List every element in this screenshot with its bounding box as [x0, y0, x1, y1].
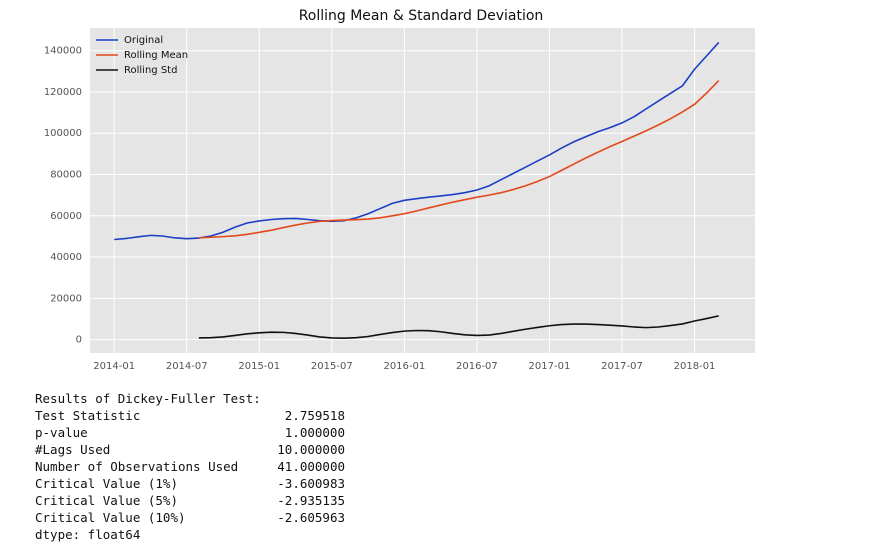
output-row: Number of Observations Used 41.000000 [35, 458, 345, 475]
x-tick-label: 2016-01 [383, 361, 425, 372]
row-label: Critical Value (5%) [35, 493, 178, 508]
row-value: 1.000000 [284, 425, 345, 440]
output-row: Test Statistic 2.759518 [35, 407, 345, 424]
output-footer: dtype: float64 [35, 527, 141, 542]
output-row: p-value 1.000000 [35, 424, 345, 441]
y-tick-label: 40000 [50, 252, 82, 263]
row-value: -2.605963 [277, 510, 345, 525]
y-tick-label: 80000 [50, 170, 82, 181]
row-value: 10.000000 [277, 442, 345, 457]
x-tick-label: 2016-07 [456, 361, 498, 372]
line-series [198, 80, 720, 239]
y-tick-label: 140000 [44, 46, 82, 57]
row-value: -3.600983 [277, 476, 345, 491]
y-tick-label: 20000 [50, 293, 82, 304]
output-row: Critical Value (1%) -3.600983 [35, 475, 345, 492]
x-tick-label: 2015-01 [238, 361, 280, 372]
y-tick-label: 120000 [44, 87, 82, 98]
plot-area [90, 28, 755, 353]
row-label: Number of Observations Used [35, 459, 239, 474]
chart: Rolling Mean & Standard Deviation 0 20000… [44, 8, 755, 372]
x-tick-label: 2014-07 [166, 361, 208, 372]
legend-label: Original [124, 35, 163, 46]
chart-title: Rolling Mean & Standard Deviation [299, 8, 544, 24]
output-row: #Lags Used 10.000000 [35, 441, 345, 458]
text-output: Results of Dickey-Fuller Test: Test Stat… [35, 390, 345, 543]
line-series [114, 41, 720, 241]
y-tick-label: 60000 [50, 211, 82, 222]
x-tick-label: 2017-07 [601, 361, 643, 372]
row-value: -2.935135 [277, 493, 345, 508]
row-label: Critical Value (10%) [35, 510, 186, 525]
output-row: Critical Value (5%) -2.935135 [35, 492, 345, 509]
legend-label: Rolling Std [124, 65, 177, 76]
row-label: Test Statistic [35, 408, 141, 423]
line-series [198, 315, 719, 339]
row-label: #Lags Used [35, 442, 111, 457]
x-tick-label: 2015-07 [311, 361, 353, 372]
y-tick-label: 100000 [44, 128, 82, 139]
x-tick-label: 2017-01 [529, 361, 571, 372]
output-heading: Results of Dickey-Fuller Test: [35, 391, 261, 406]
row-value: 41.000000 [277, 459, 345, 474]
output-row: Critical Value (10%) -2.605963 [35, 509, 345, 526]
legend-label: Rolling Mean [124, 50, 188, 61]
row-label: p-value [35, 425, 88, 440]
row-label: Critical Value (1%) [35, 476, 178, 491]
output-rows: Test Statistic 2.759518 p-value 1.000000 #La… [35, 407, 345, 526]
x-tick-label: 2014-01 [93, 361, 135, 372]
x-tick-label: 2018-01 [674, 361, 716, 372]
y-tick-label: 0 [76, 335, 82, 346]
row-value: 2.759518 [284, 408, 345, 423]
